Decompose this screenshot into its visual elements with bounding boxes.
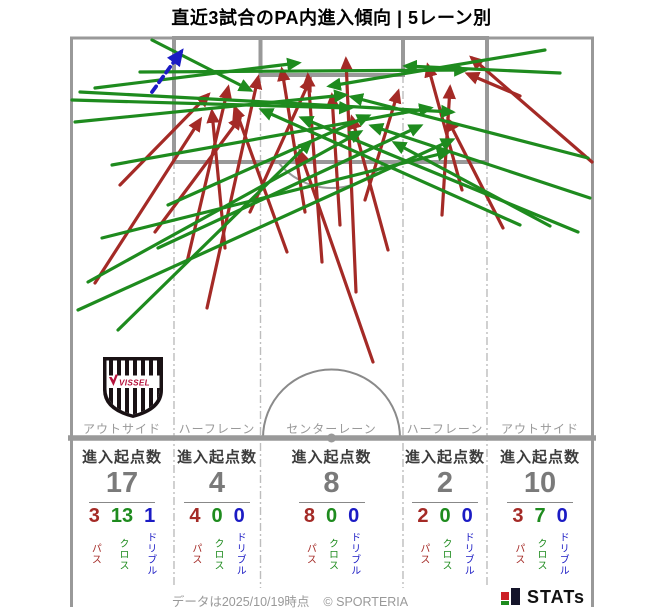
- pass-count: 8: [303, 505, 315, 528]
- stat-total: 2: [436, 467, 454, 499]
- entry-arrow-pass: [232, 104, 289, 254]
- dribble-label: ドリブル: [144, 532, 156, 577]
- pitch-lane-label-3: センターレーン: [286, 422, 377, 436]
- stat-divider: [89, 502, 155, 504]
- stat-header: 進入起点数: [291, 449, 372, 466]
- pass-label: パス: [417, 543, 429, 566]
- stat-divider: [184, 502, 250, 504]
- cross-count: 0: [325, 505, 338, 528]
- dribble-count: 0: [556, 505, 568, 528]
- pass-count: 3: [512, 505, 524, 528]
- data-date-note: データは2025/10/19時点: [171, 595, 310, 609]
- dribble-count: 0: [348, 505, 360, 528]
- cross-count: 7: [534, 505, 546, 528]
- cross-count: 13: [110, 505, 134, 528]
- stat-total: 17: [105, 467, 139, 499]
- dribble-count: 0: [233, 505, 245, 528]
- entry-arrow-pass: [446, 116, 505, 230]
- stat-divider: [412, 502, 478, 504]
- vissel-kobe-crest: VISSEL: [103, 357, 163, 418]
- pitch-lane-label-5: アウトサイド: [500, 422, 579, 436]
- entry-arrow-pass: [205, 74, 263, 310]
- pass-count: 4: [189, 505, 201, 528]
- entry-arrows-layer: [70, 38, 594, 364]
- entry-arrow-cross: [110, 103, 434, 167]
- stat-header: 進入起点数: [176, 449, 257, 466]
- stat-header: 進入起点数: [404, 449, 485, 466]
- pitch-lane-label-4: ハーフレーン: [406, 422, 484, 436]
- entry-arrow-cross: [78, 90, 456, 119]
- entry-arrow-pass: [153, 114, 243, 234]
- entry-arrow-cross: [116, 139, 313, 332]
- pitch-lane-label-1: アウトサイド: [82, 422, 161, 436]
- cross-count: 0: [211, 505, 223, 528]
- entry-arrow-cross: [348, 93, 590, 160]
- entry-arrow-cross: [402, 59, 562, 75]
- center-circle: [262, 368, 401, 439]
- entry-arrow-dribble: [150, 48, 184, 94]
- page-title: 直近3試合のPA内進入傾向 | 5レーン別: [171, 8, 492, 28]
- stat-total: 8: [323, 467, 340, 499]
- stats-column-center: 進入起点数 8 8 パス 0 クロス 0 ドリブル: [260, 446, 403, 579]
- footer-note: データは2025/10/19時点 © SPORTERIA: [70, 591, 510, 610]
- stats-column-outside-right: 進入起点数 10 3 パス 7 クロス 0 ドリブル: [487, 446, 593, 579]
- pass-label: パス: [304, 543, 316, 566]
- entry-arrow-cross: [326, 48, 547, 91]
- entry-arrow-cross: [391, 141, 552, 228]
- entry-arrow-cross: [93, 57, 302, 90]
- entry-arrow-cross: [298, 115, 580, 234]
- entry-arrow-pass: [424, 62, 464, 192]
- cross-label: クロス: [212, 537, 223, 571]
- center-spot: [327, 433, 336, 443]
- crest-v-mark: [109, 374, 118, 386]
- copyright: © SPORTERIA: [323, 595, 409, 609]
- goal-area: [258, 36, 405, 77]
- pitch-lane-label-2: ハーフレーン: [178, 422, 256, 436]
- entry-arrow-cross: [156, 124, 424, 250]
- entry-arrow-pass: [93, 116, 203, 285]
- stat-total: 4: [208, 467, 226, 499]
- stat-divider: [298, 502, 365, 504]
- cross-label: クロス: [440, 537, 451, 571]
- bar-chart-icon: [500, 588, 522, 606]
- entry-arrow-cross: [258, 108, 522, 227]
- brand-text: STATs: [527, 587, 585, 607]
- dribble-count: 0: [461, 505, 473, 528]
- stat-header: 進入起点数: [81, 449, 162, 466]
- dribble-label: ドリブル: [234, 532, 246, 577]
- stats-column-half-right: 進入起点数 2 2 パス 0 クロス 0 ドリブル: [403, 446, 487, 579]
- crest-text: VISSEL: [119, 379, 150, 388]
- entry-arrow-cross: [73, 89, 349, 124]
- dribble-label: ドリブル: [348, 532, 360, 577]
- cross-count: 0: [439, 505, 451, 528]
- stat-total: 10: [523, 467, 557, 499]
- dribble-label: ドリブル: [462, 532, 474, 577]
- entry-arrow-pass: [325, 92, 342, 227]
- stats-brand-logo: STATs: [500, 584, 592, 606]
- cross-label: クロス: [535, 537, 546, 571]
- pass-count: 3: [88, 505, 100, 528]
- cross-label: クロス: [326, 537, 338, 571]
- dribble-label: ドリブル: [557, 532, 569, 577]
- entry-arrow-cross: [70, 98, 354, 115]
- pass-label: パス: [89, 543, 101, 566]
- stats-column-outside-left: 進入起点数 17 3 パス 13 クロス 1 ドリブル: [70, 446, 174, 579]
- dribble-count: 1: [144, 505, 156, 528]
- entry-arrow-cross: [150, 38, 254, 92]
- stat-header: 進入起点数: [499, 449, 580, 466]
- entry-arrow-cross: [368, 123, 592, 200]
- pass-label: パス: [189, 543, 201, 566]
- cross-label: クロス: [117, 537, 128, 571]
- pass-label: パス: [512, 543, 524, 566]
- stat-divider: [507, 502, 573, 504]
- crest-band: [106, 375, 160, 388]
- stats-column-half-left: 進入起点数 4 4 パス 0 クロス 0 ドリブル: [174, 446, 260, 579]
- pass-count: 2: [417, 505, 429, 528]
- entry-arrow-pass: [469, 55, 594, 164]
